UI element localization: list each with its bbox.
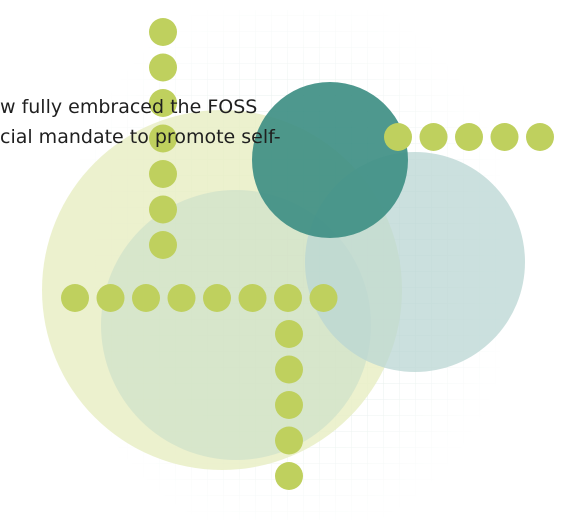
text-line: cial mandate to promote self- bbox=[0, 126, 281, 148]
dot bbox=[420, 123, 448, 151]
dot bbox=[491, 123, 519, 151]
dot bbox=[274, 284, 302, 312]
dot bbox=[132, 284, 160, 312]
dot bbox=[149, 231, 177, 259]
dot bbox=[149, 160, 177, 188]
slide-graphic: w fully embraced the FOSS cial mandate t… bbox=[0, 0, 571, 527]
dot bbox=[275, 462, 303, 490]
text-line: w fully embraced the FOSS bbox=[0, 96, 257, 118]
dot bbox=[275, 427, 303, 455]
decoration bbox=[0, 0, 571, 527]
dot bbox=[310, 284, 338, 312]
dot bbox=[275, 391, 303, 419]
dot bbox=[239, 284, 267, 312]
dot bbox=[149, 196, 177, 224]
dot bbox=[203, 284, 231, 312]
dot bbox=[61, 284, 89, 312]
dot bbox=[526, 123, 554, 151]
dot bbox=[149, 54, 177, 82]
dot bbox=[275, 320, 303, 348]
dot bbox=[168, 284, 196, 312]
dot bbox=[275, 356, 303, 384]
dot bbox=[149, 18, 177, 46]
dot bbox=[455, 123, 483, 151]
dot bbox=[384, 123, 412, 151]
circle bbox=[252, 82, 408, 238]
dot bbox=[97, 284, 125, 312]
